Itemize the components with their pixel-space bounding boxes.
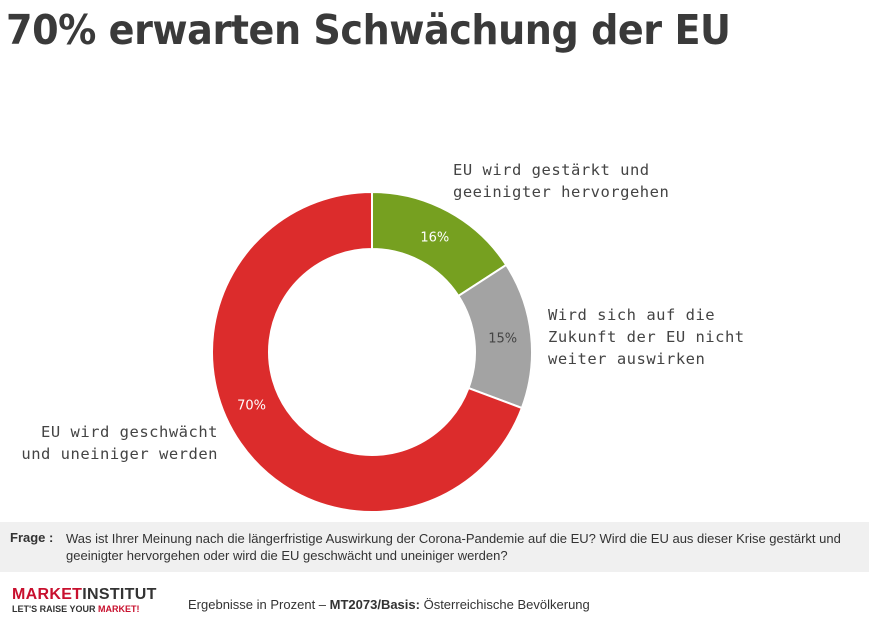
label-line: Wird sich auf die (548, 306, 716, 324)
data-label: 15% (488, 332, 517, 347)
footer-basis: MT2073/Basis: (329, 597, 420, 612)
question-label: Frage : (10, 530, 54, 545)
legend-label-strengthened: EU wird gestärkt und geeinigter hervorge… (453, 159, 669, 203)
label-line: und uneiniger werden (21, 445, 218, 463)
legend-label-no-effect: Wird sich auf die Zukunft der EU nicht w… (548, 304, 745, 370)
donut-slice (211, 190, 524, 513)
tagline-part: LET'S RAISE YOUR (12, 604, 98, 614)
label-line: Zukunft der EU nicht (548, 328, 745, 346)
question-box: Frage : Was ist Ihrer Meinung nach die l… (0, 522, 869, 572)
logo: MARKETINSTITUT (12, 586, 157, 604)
logo-part: MARKET (12, 586, 83, 603)
chart-title: 70% erwarten Schwächung der EU (6, 6, 731, 54)
label-line: EU wird geschwächt (41, 423, 218, 441)
footer-prefix: Ergebnisse in Prozent – (188, 597, 330, 612)
tagline-part: MARKET! (98, 604, 140, 614)
data-label: 16% (420, 230, 449, 245)
label-line: weiter auswirken (548, 350, 706, 368)
logo-part: INSTITUT (82, 586, 157, 603)
data-label: 70% (237, 399, 266, 414)
question-text: Was ist Ihrer Meinung nach die längerfri… (66, 531, 841, 563)
label-line: geeinigter hervorgehen (453, 183, 670, 201)
footer-note: Ergebnisse in Prozent – MT2073/Basis: Ös… (188, 597, 590, 612)
footer-suffix: Österreichische Bevölkerung (419, 597, 590, 612)
donut-chart: 16% 15% 70% (211, 190, 533, 513)
legend-label-weakened: EU wird geschwächt und uneiniger werden (4, 421, 218, 465)
logo-tagline: LET'S RAISE YOUR MARKET! (12, 604, 140, 614)
label-line: EU wird gestärkt und (453, 161, 650, 179)
